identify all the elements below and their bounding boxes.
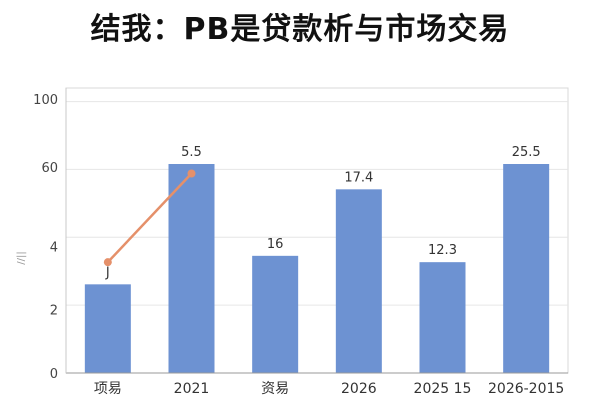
x-tick-label: 2025 15 xyxy=(414,381,472,397)
y-axis-label: //|| xyxy=(16,251,27,264)
line-point xyxy=(103,258,112,267)
x-tick-label: 资易 xyxy=(261,381,289,397)
x-tick-label: 2021 xyxy=(174,381,210,397)
x-tick-label: 2026-2015 xyxy=(488,381,564,397)
y-tick-label: 100 xyxy=(33,93,58,108)
data-label: 25.5 xyxy=(512,145,541,160)
bar xyxy=(503,164,550,373)
y-tick-label: 60 xyxy=(41,161,58,176)
line-series xyxy=(106,172,193,264)
bar xyxy=(419,262,466,373)
bar xyxy=(84,284,131,373)
x-tick-label: 项易 xyxy=(94,381,122,397)
chart-title: 结我：PB是贷款析与市场交易 xyxy=(90,12,510,47)
data-label: 16 xyxy=(267,237,284,252)
data-label: J xyxy=(105,265,110,280)
bar xyxy=(252,255,299,373)
data-label: 12.3 xyxy=(428,243,457,258)
bar xyxy=(335,189,382,373)
y-tick-label: 0 xyxy=(50,367,58,382)
data-label: 5.5 xyxy=(181,145,202,160)
x-tick-label: 2026 xyxy=(341,381,377,397)
y-tick-label: 4 xyxy=(50,240,58,255)
line-point xyxy=(187,169,196,178)
bar xyxy=(168,164,215,373)
y-tick-label: 2 xyxy=(50,304,58,319)
data-label: 17.4 xyxy=(344,170,373,185)
plot-frame xyxy=(65,87,569,374)
